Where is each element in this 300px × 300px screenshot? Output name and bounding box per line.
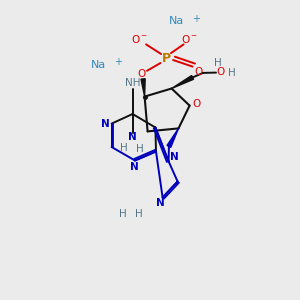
Text: N: N	[128, 132, 137, 142]
Text: O: O	[192, 99, 200, 109]
Text: H: H	[119, 208, 127, 219]
Polygon shape	[172, 76, 194, 88]
Text: H: H	[135, 208, 142, 219]
Text: O$^-$: O$^-$	[131, 33, 148, 45]
Text: H: H	[120, 142, 128, 153]
Polygon shape	[141, 79, 145, 97]
Text: O: O	[137, 69, 146, 80]
Text: Na: Na	[92, 59, 106, 70]
Text: H: H	[214, 58, 222, 68]
Text: O: O	[194, 67, 203, 77]
Text: +: +	[193, 14, 200, 24]
Text: O: O	[216, 67, 224, 77]
Text: N: N	[170, 152, 179, 162]
Text: N: N	[130, 161, 139, 172]
Text: H: H	[136, 143, 143, 154]
Text: +: +	[115, 57, 122, 67]
Text: Na: Na	[169, 16, 184, 26]
Text: N: N	[100, 118, 109, 129]
Text: NH: NH	[125, 77, 140, 88]
Text: N: N	[156, 198, 165, 208]
Text: P: P	[162, 52, 171, 65]
Polygon shape	[167, 128, 178, 147]
Text: H: H	[228, 68, 236, 78]
Text: O$^-$: O$^-$	[181, 33, 197, 45]
